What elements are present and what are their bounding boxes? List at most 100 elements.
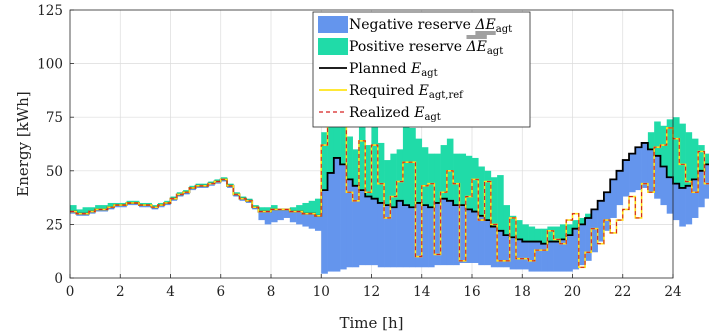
negative-reserve-bar xyxy=(195,185,203,188)
positive-reserve-bar xyxy=(308,200,316,214)
negative-reserve-bar xyxy=(189,187,196,191)
negative-reserve-bar xyxy=(515,239,523,270)
negative-reserve-bar xyxy=(183,192,190,195)
positive-reserve-bar xyxy=(88,207,96,212)
positive-reserve-bar xyxy=(214,179,222,182)
negative-reserve-bar xyxy=(572,228,580,270)
positive-reserve-bar xyxy=(666,119,674,178)
positive-reserve-bar xyxy=(358,110,366,191)
negative-reserve-bar xyxy=(453,205,460,266)
negative-reserve-bar xyxy=(446,200,454,266)
positive-reserve-bar xyxy=(559,224,567,240)
negative-reserve-bar xyxy=(340,164,347,270)
positive-reserve-bar xyxy=(660,125,668,167)
y-tick-label: 75 xyxy=(46,110,63,126)
positive-reserve-bar xyxy=(107,202,115,208)
negative-reserve-bar xyxy=(415,202,423,268)
positive-reserve-bar xyxy=(227,183,234,186)
negative-reserve-bar xyxy=(176,194,184,197)
negative-reserve-bar xyxy=(673,183,680,221)
negative-reserve-bar xyxy=(107,207,115,210)
negative-reserve-bar xyxy=(691,179,699,218)
x-tick-label: 14 xyxy=(413,284,430,300)
negative-reserve-bar xyxy=(358,190,366,266)
negative-reserve-bar xyxy=(685,185,693,225)
positive-reserve-bar xyxy=(396,149,404,201)
positive-reserve-bar xyxy=(258,207,266,212)
negative-reserve-bar xyxy=(308,213,316,229)
legend-item: Positive reserve ΔEagt xyxy=(318,35,503,57)
positive-reserve-bar xyxy=(478,166,485,216)
positive-reserve-bar xyxy=(654,121,661,156)
negative-reserve-bar xyxy=(126,202,134,206)
negative-reserve-bar xyxy=(145,205,152,208)
positive-reserve-bar xyxy=(384,160,391,206)
legend-label: Negative reserve ΔEagt xyxy=(349,17,512,35)
x-axis-label: Time [h] xyxy=(339,314,403,332)
negative-reserve-bar xyxy=(321,190,328,274)
positive-reserve-bar xyxy=(264,207,272,212)
positive-reserve-bar xyxy=(220,177,228,180)
positive-reserve-bar xyxy=(157,202,165,206)
negative-reserve-bar xyxy=(252,207,259,210)
x-tick-label: 0 xyxy=(66,284,75,300)
y-tick-label: 0 xyxy=(54,271,63,287)
positive-reserve-bar xyxy=(484,170,492,221)
negative-reserve-bar xyxy=(208,183,215,186)
positive-reserve-bar xyxy=(497,175,504,231)
positive-reserve-bar xyxy=(490,177,498,227)
positive-reserve-bar xyxy=(402,123,410,206)
negative-reserve-bar xyxy=(302,213,309,227)
negative-reserve-bar xyxy=(390,207,397,268)
positive-reserve-bar xyxy=(82,207,90,214)
positive-reserve-bar xyxy=(289,207,297,212)
positive-reserve-bar xyxy=(132,200,140,203)
positive-reserve-bar xyxy=(698,145,705,171)
negative-reserve-bar xyxy=(629,153,636,193)
positive-reserve-bar xyxy=(390,153,397,208)
negative-reserve-bar xyxy=(365,196,372,266)
positive-reserve-bar xyxy=(164,200,171,203)
negative-reserve-bar xyxy=(95,209,102,212)
positive-reserve-bar xyxy=(472,157,479,212)
positive-reserve-bar xyxy=(541,228,548,244)
negative-reserve-bar xyxy=(409,207,416,268)
positive-reserve-bar xyxy=(189,185,196,188)
positive-reserve-bar xyxy=(321,132,328,191)
positive-reserve-bar xyxy=(465,155,473,210)
x-tick-label: 18 xyxy=(514,284,531,300)
positive-reserve-bar xyxy=(566,224,573,236)
positive-reserve-bar xyxy=(371,102,379,199)
negative-reserve-bar xyxy=(277,209,284,221)
positive-reserve-bar xyxy=(453,153,460,206)
positive-reserve-bar xyxy=(553,226,561,242)
negative-reserve-bar xyxy=(82,213,90,216)
x-tick-label: 8 xyxy=(267,284,276,300)
negative-reserve-bar xyxy=(258,211,266,221)
positive-reserve-bar xyxy=(415,138,423,203)
negative-reserve-bar xyxy=(157,205,165,208)
positive-reserve-bar xyxy=(76,209,83,214)
negative-reserve-bar xyxy=(402,205,410,268)
negative-reserve-bar xyxy=(522,241,529,270)
x-tick-label: 2 xyxy=(116,284,125,300)
negative-reserve-bar xyxy=(641,142,649,188)
positive-reserve-bar xyxy=(446,138,454,201)
positive-reserve-bar xyxy=(647,132,655,150)
positive-reserve-bar xyxy=(145,202,152,206)
x-tick-label: 16 xyxy=(463,284,480,300)
positive-reserve-bar xyxy=(409,127,416,208)
legend-box xyxy=(312,11,531,128)
positive-reserve-bar xyxy=(685,132,693,186)
energy-lines xyxy=(70,62,709,269)
positive-reserve-bar xyxy=(704,153,709,165)
negative-reserve-bar xyxy=(428,207,435,268)
x-tick-label: 20 xyxy=(564,284,581,300)
negative-reserve-bar xyxy=(120,205,127,208)
negative-reserve-bar xyxy=(585,217,592,261)
positive-reserve-bar xyxy=(428,153,435,208)
y-tick-label: 50 xyxy=(46,164,63,180)
positive-reserve-bar xyxy=(522,224,529,242)
positive-reserve-bar xyxy=(377,142,385,203)
